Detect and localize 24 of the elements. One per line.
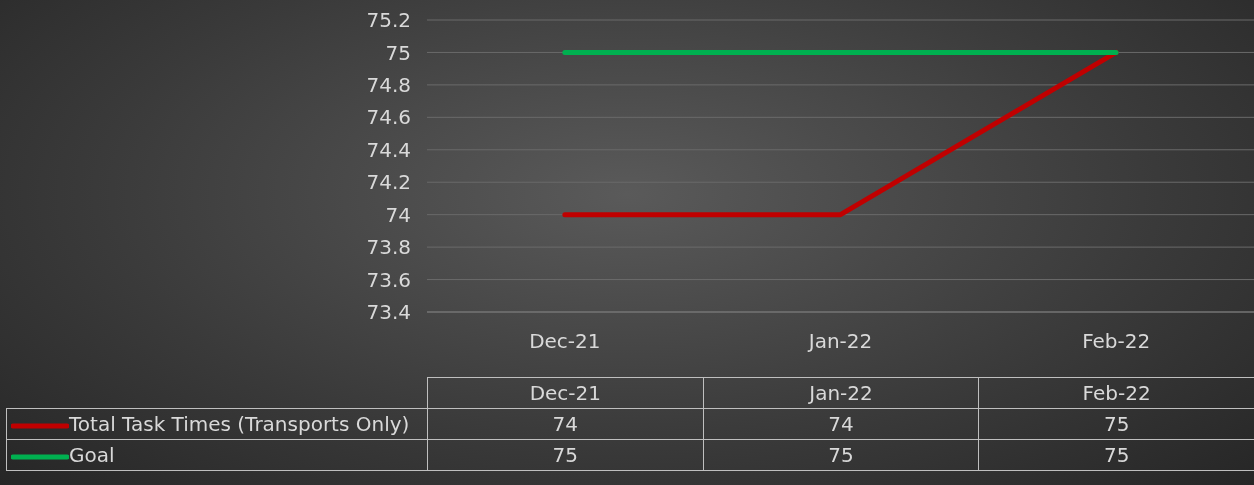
data-label: 75 <box>703 439 979 471</box>
category-label: Jan-22 <box>809 381 873 405</box>
data-label: 75 <box>978 439 1254 471</box>
data-label: 74 <box>703 408 979 440</box>
y-tick-label: 75 <box>385 40 411 65</box>
data-label: 75 <box>427 439 704 471</box>
x-tick-label: Dec-21 <box>529 329 601 354</box>
x-tick-label: Feb-22 <box>1082 329 1151 354</box>
legend-label: Goal <box>69 443 115 467</box>
y-tick-label: 74.2 <box>366 170 411 195</box>
legend-label: Total Task Times (Transports Only) <box>69 412 410 436</box>
y-tick-label: 73.4 <box>366 300 411 325</box>
y-tick-label: 74 <box>385 202 411 227</box>
category-label: Dec-21 <box>529 381 602 405</box>
category-label: Feb-22 <box>1082 381 1151 405</box>
y-tick-label: 74.6 <box>366 105 411 130</box>
x-tick-label: Jan-22 <box>806 329 873 354</box>
y-tick-label: 75.2 <box>366 8 411 33</box>
y-tick-label: 73.6 <box>366 267 411 292</box>
y-tick-label: 74.8 <box>366 72 411 97</box>
y-tick-label: 73.8 <box>366 235 411 260</box>
y-tick-label: 74.4 <box>366 137 411 162</box>
data-label: 75 <box>978 408 1254 440</box>
data-label: 74 <box>427 408 704 440</box>
